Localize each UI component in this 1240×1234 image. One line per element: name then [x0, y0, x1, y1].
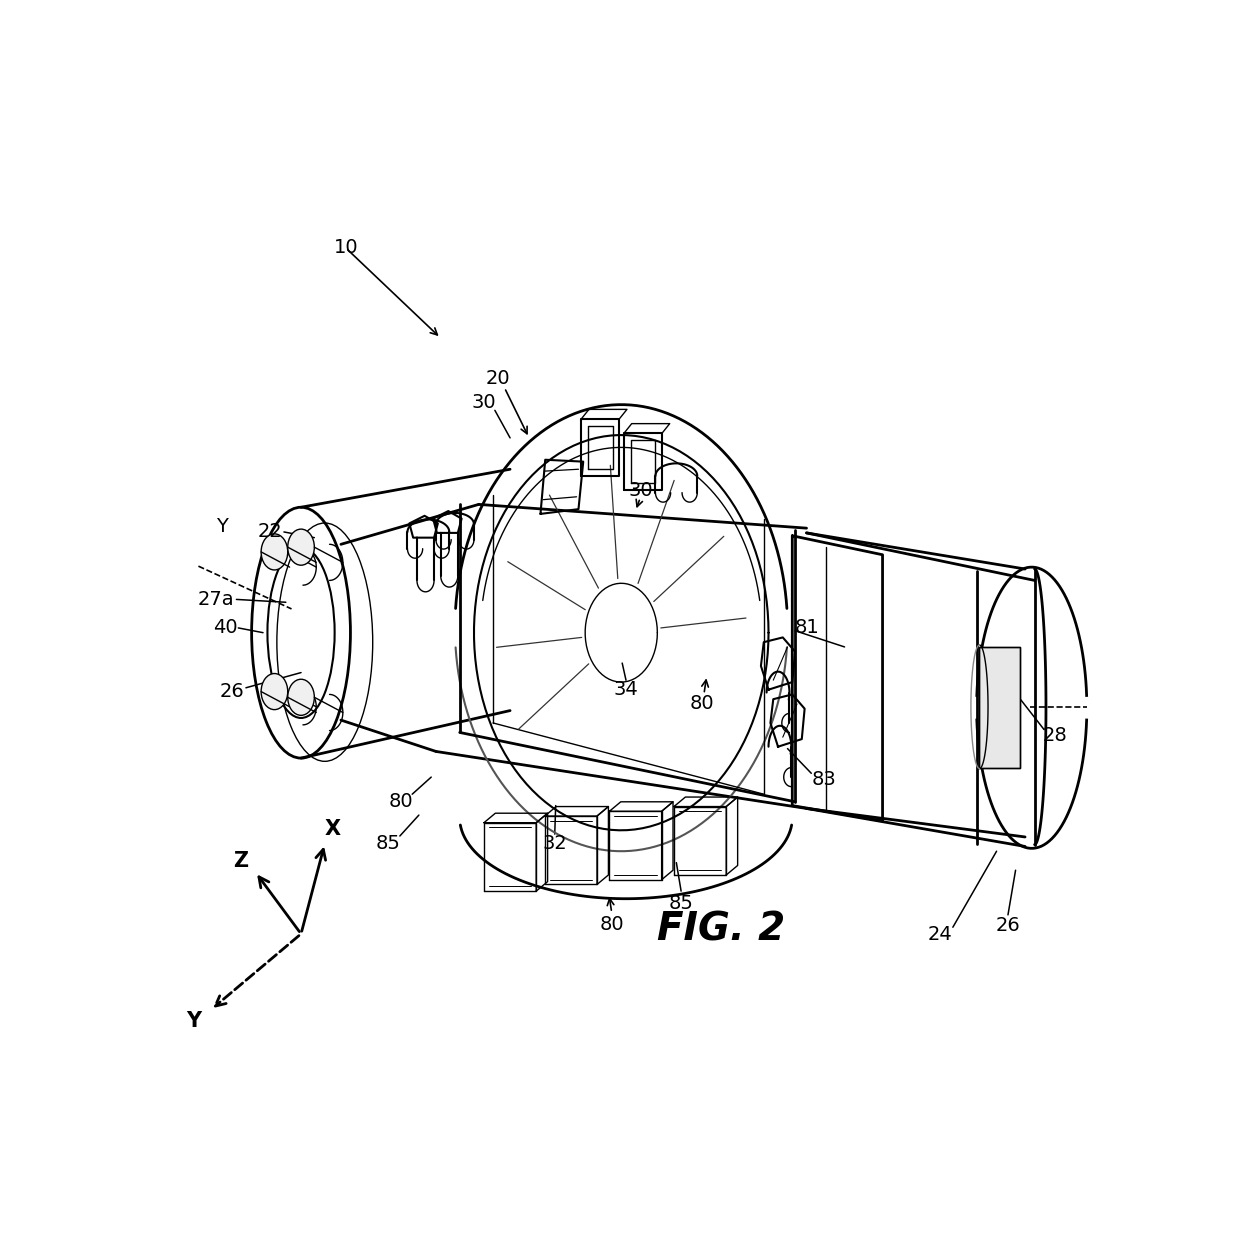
Text: 81: 81 [794, 618, 818, 638]
Text: 27a: 27a [197, 590, 234, 608]
Text: 30: 30 [629, 481, 653, 500]
Text: FIG. 2: FIG. 2 [657, 911, 785, 948]
Polygon shape [980, 647, 1021, 768]
Text: 30: 30 [471, 394, 496, 412]
Ellipse shape [262, 674, 288, 710]
Text: Y: Y [216, 517, 228, 536]
Text: 20: 20 [485, 369, 510, 389]
Ellipse shape [262, 534, 288, 570]
Text: 24: 24 [928, 926, 952, 944]
Text: 83: 83 [811, 770, 836, 790]
Text: 34: 34 [614, 680, 639, 700]
Text: 26: 26 [996, 916, 1021, 935]
Text: 40: 40 [213, 618, 237, 638]
Text: 32: 32 [542, 834, 567, 853]
Text: 85: 85 [376, 834, 401, 853]
Ellipse shape [288, 679, 314, 716]
Text: Z: Z [233, 850, 249, 871]
Text: 80: 80 [599, 914, 624, 934]
Text: 80: 80 [388, 792, 413, 811]
Text: 10: 10 [334, 238, 358, 258]
Text: 22: 22 [258, 522, 281, 542]
Text: 28: 28 [1043, 726, 1068, 745]
Text: Y: Y [186, 1012, 201, 1032]
Text: X: X [325, 819, 341, 839]
Text: 26: 26 [219, 682, 244, 701]
Text: 80: 80 [689, 695, 714, 713]
Ellipse shape [288, 529, 314, 565]
Text: 85: 85 [668, 893, 693, 913]
